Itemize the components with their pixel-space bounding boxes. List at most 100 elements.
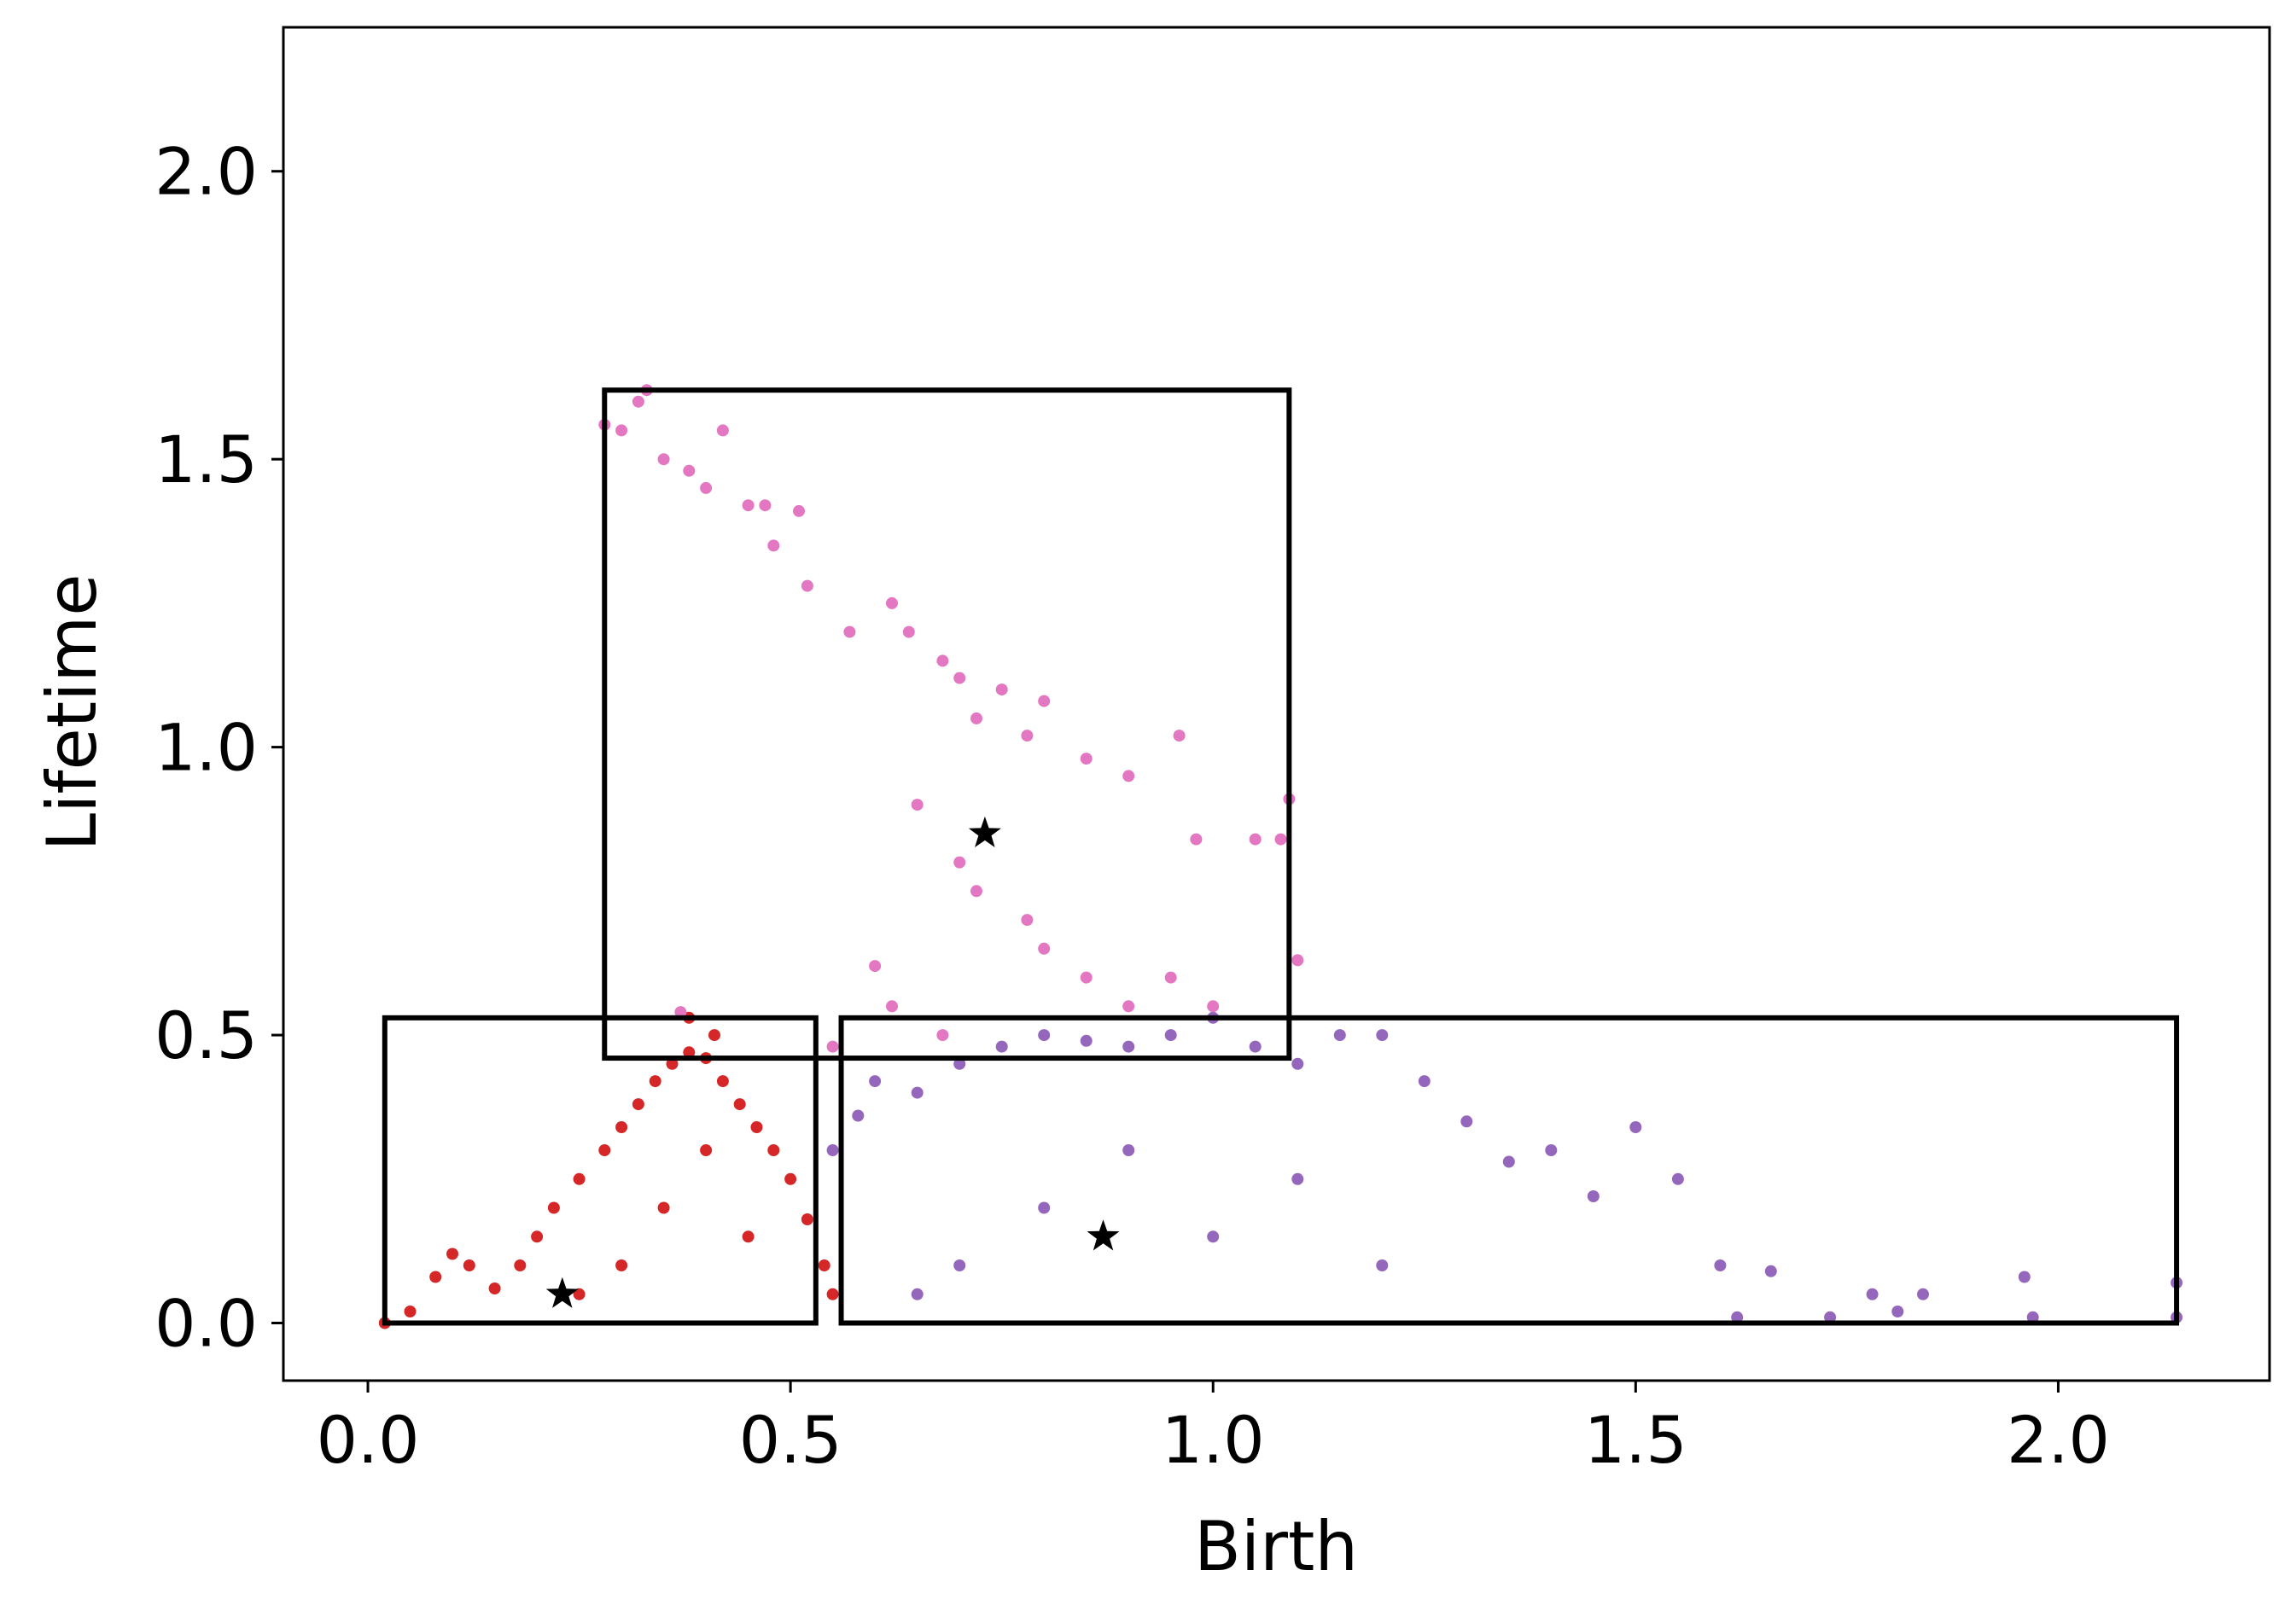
data-point: [1460, 1115, 1473, 1128]
x-tick-label: 2.0: [2007, 1402, 2110, 1478]
y-tick-label: 2.0: [154, 134, 258, 210]
centroid-star-1: [1087, 1219, 1120, 1251]
data-point: [598, 1144, 611, 1156]
series-0: [378, 1011, 839, 1329]
data-point: [1173, 730, 1186, 742]
data-point: [1122, 1000, 1135, 1013]
series-2: [598, 384, 1304, 1053]
data-point: [573, 1172, 586, 1185]
x-tick-label: 1.0: [1162, 1402, 1265, 1478]
data-point: [1038, 1201, 1051, 1214]
data-point: [1249, 833, 1262, 846]
data-point: [514, 1259, 527, 1271]
points-layer: [378, 384, 2183, 1329]
data-point: [1164, 1029, 1177, 1042]
data-point: [649, 1075, 661, 1088]
y-axis-label: Lifetime: [32, 574, 112, 852]
data-point: [1376, 1259, 1389, 1271]
data-point: [911, 1086, 924, 1099]
data-point: [1038, 695, 1051, 707]
data-point: [843, 625, 856, 638]
data-point: [970, 885, 982, 898]
data-point: [547, 1201, 560, 1214]
data-point: [404, 1306, 417, 1317]
data-point: [615, 424, 628, 437]
data-point: [826, 1040, 839, 1053]
data-point: [1080, 1034, 1093, 1047]
data-point: [784, 1172, 797, 1185]
data-point: [750, 1121, 763, 1133]
data-point: [1291, 954, 1304, 967]
data-point: [767, 539, 780, 552]
data-point: [1038, 1029, 1051, 1042]
data-point: [1764, 1265, 1777, 1277]
data-point: [767, 1144, 780, 1156]
data-point: [716, 1075, 729, 1088]
data-point: [683, 1046, 696, 1059]
bounding-box-1: [838, 1015, 2180, 1326]
data-point: [1291, 1172, 1304, 1185]
data-point: [666, 1057, 679, 1070]
data-point: [615, 1259, 628, 1271]
y-tick-label: 1.5: [154, 422, 258, 497]
data-point: [818, 1259, 830, 1271]
centroid-star-2: [968, 816, 1001, 847]
data-point: [911, 799, 924, 811]
data-point: [869, 960, 882, 973]
data-point: [1207, 1000, 1220, 1013]
data-point: [446, 1248, 458, 1260]
data-point: [463, 1259, 475, 1271]
data-point: [1545, 1144, 1558, 1156]
data-point: [1122, 770, 1135, 782]
data-point: [953, 1057, 966, 1070]
data-point: [1291, 1057, 1304, 1070]
data-point: [826, 1144, 839, 1156]
data-point: [1671, 1172, 1684, 1185]
data-point: [1021, 914, 1034, 927]
data-point: [708, 1029, 720, 1042]
data-point: [793, 504, 805, 517]
data-point: [936, 1029, 949, 1042]
data-point: [1587, 1190, 1600, 1202]
data-point: [632, 1098, 644, 1111]
data-point: [1866, 1288, 1879, 1300]
x-axis-ticks: 0.0 0.5 1.0 1.5 2.0: [317, 1381, 2110, 1478]
data-point: [995, 1040, 1008, 1053]
data-point: [902, 625, 915, 638]
data-point: [1824, 1311, 1837, 1323]
data-point: [953, 672, 966, 684]
data-point: [1376, 1029, 1389, 1042]
data-point: [936, 654, 949, 667]
data-point: [742, 1230, 755, 1243]
data-point: [2018, 1271, 2031, 1283]
data-point: [632, 395, 644, 408]
y-tick-label: 1.0: [154, 710, 258, 786]
data-point: [869, 1075, 882, 1088]
x-axis-label: Birth: [1194, 1507, 1358, 1586]
data-point: [1021, 730, 1034, 742]
bounding-box-2: [602, 387, 1292, 1061]
data-point: [488, 1282, 501, 1294]
centroids-layer: [545, 816, 1120, 1308]
y-axis-ticks: 0.0 0.5 1.0 1.5 2.0: [154, 134, 283, 1362]
data-point: [759, 499, 772, 512]
data-point: [615, 1121, 628, 1133]
data-point: [1207, 1230, 1220, 1243]
data-point: [886, 596, 898, 609]
data-point: [852, 1109, 865, 1122]
data-point: [1714, 1259, 1727, 1271]
data-point: [716, 424, 729, 437]
data-point: [700, 481, 713, 494]
data-point: [1122, 1144, 1135, 1156]
plot-frame: [282, 26, 2271, 1382]
data-point: [2026, 1311, 2039, 1323]
data-point: [657, 453, 670, 466]
data-point: [1629, 1121, 1642, 1133]
data-point: [801, 1213, 813, 1225]
data-point: [953, 1259, 966, 1271]
data-point: [1249, 1040, 1262, 1053]
y-tick-label: 0.5: [154, 997, 258, 1073]
data-point: [683, 464, 696, 477]
